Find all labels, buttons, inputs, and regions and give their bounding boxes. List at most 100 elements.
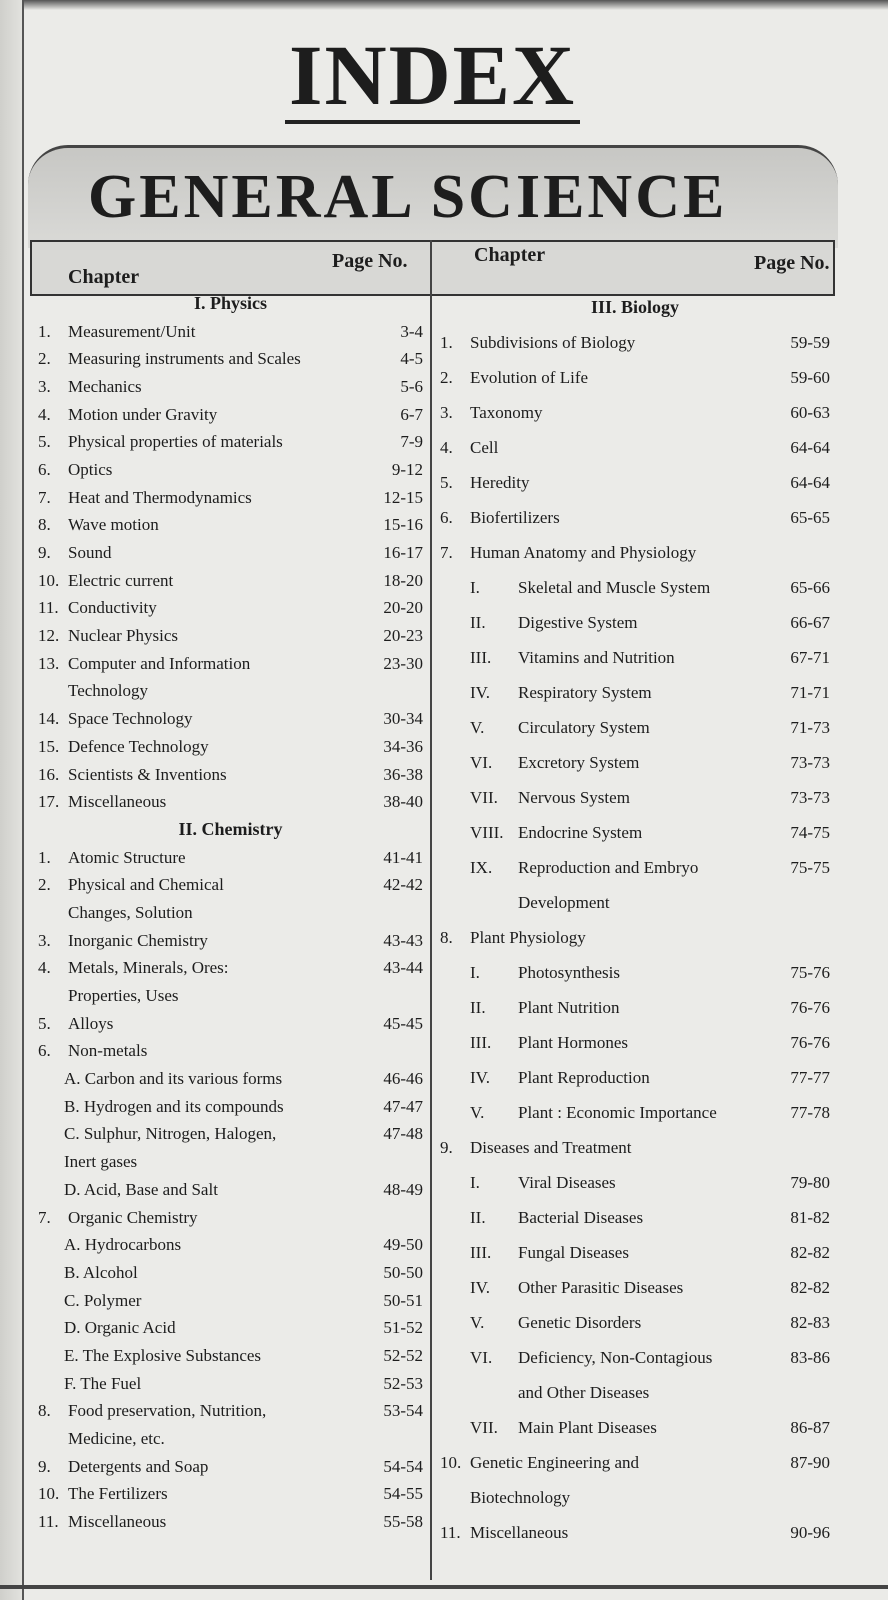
entry-pages: 6-7: [400, 404, 423, 424]
entry-pages: 20-23: [383, 626, 423, 646]
index-entry: 12. Nuclear Physics 20-23: [38, 622, 423, 650]
entry-pages: 20-20: [383, 598, 423, 618]
index-entry: II. Plant Nutrition 76-76: [440, 990, 830, 1025]
index-entry: 11. Miscellaneous 90-96: [440, 1515, 830, 1550]
index-column-right: III. Biology 1. Subdivisions of Biology 59-…: [440, 290, 830, 1550]
entry-title: F. The Fuel: [64, 1373, 142, 1393]
entry-pages: 52-52: [383, 1345, 423, 1365]
entry-number: 2.: [440, 367, 453, 387]
entry-title: Skeletal and Muscle System: [518, 577, 711, 597]
index-entry: 10. Electric current 18-20: [38, 567, 423, 595]
entry-title: Physical properties of materials: [68, 432, 283, 452]
entry-number: I.: [470, 1172, 480, 1192]
entry-title: Other Parasitic Diseases: [518, 1277, 684, 1297]
entry-number: VI.: [470, 1347, 493, 1367]
entry-title: A. Hydrocarbons: [64, 1235, 182, 1255]
entry-title: Plant Reproduction: [518, 1067, 650, 1087]
entry-title: Changes, Solution: [68, 902, 193, 922]
section-heading: I. Physics: [193, 293, 267, 314]
index-entry: B. Alcohol 50-50: [38, 1259, 423, 1287]
entry-title: Heredity: [470, 472, 530, 492]
index-entry: IX. Reproduction and Embryo 75-75: [440, 850, 830, 885]
entry-title: Inert gases: [64, 1152, 138, 1172]
entry-title: Digestive System: [518, 612, 638, 632]
entry-title: Organic Chemistry: [68, 1207, 198, 1227]
entry-title: Respiratory System: [518, 682, 652, 702]
index-entry: 5. Physical properties of materials 7-9: [38, 428, 423, 456]
entry-pages: 81-82: [790, 1207, 830, 1227]
index-entry: V. Plant : Economic Importance 77-78: [440, 1095, 830, 1130]
entry-pages: 16-17: [383, 543, 423, 563]
entry-pages: 66-67: [790, 612, 830, 632]
index-entry: IV. Plant Reproduction 77-77: [440, 1060, 830, 1095]
index-entry: 3. Taxonomy 60-63: [440, 395, 830, 430]
entry-number: 15.: [38, 736, 60, 756]
index-entry: 5. Alloys 45-45: [38, 1010, 423, 1038]
index-entry: 1. Subdivisions of Biology 59-59: [440, 325, 830, 360]
entry-number: 14.: [38, 709, 60, 729]
index-entry: 6. Biofertilizers 65-65: [440, 500, 830, 535]
entry-title: Biofertilizers: [470, 507, 560, 527]
entry-pages: 3-4: [400, 321, 423, 341]
index-entry: 5. Heredity 64-64: [440, 465, 830, 500]
index-entry: 9. Sound 16-17: [38, 539, 423, 567]
entry-number: VII.: [470, 1417, 498, 1437]
index-entry: VII. Main Plant Diseases 86-87: [440, 1410, 830, 1445]
entry-title: Cell: [470, 437, 499, 457]
index-entry-continuation: Technology: [38, 678, 423, 706]
entry-pages: 9-12: [391, 459, 423, 479]
entry-pages: 55-58: [383, 1512, 423, 1532]
entry-title: Miscellaneous: [68, 1512, 167, 1532]
index-entry: 6. Non-metals: [38, 1038, 423, 1066]
entry-title: Electric current: [68, 570, 174, 590]
entry-number: 4.: [38, 958, 51, 978]
entry-number: 7.: [38, 1207, 51, 1227]
entry-title: Plant Nutrition: [518, 997, 620, 1017]
index-entry: 3. Inorganic Chemistry 43-43: [38, 927, 423, 955]
entry-number: 16.: [38, 764, 60, 784]
index-entry: VI. Deficiency, Non-Contagious 83-86: [440, 1340, 830, 1375]
entry-title: Space Technology: [68, 709, 193, 729]
entry-number: III.: [470, 647, 492, 667]
index-entry: B. Hydrogen and its compounds 47-47: [38, 1093, 423, 1121]
entry-title: Main Plant Diseases: [518, 1417, 657, 1437]
index-entry: 8. Food preservation, Nutrition, 53-54: [38, 1398, 423, 1426]
entry-pages: 59-60: [790, 367, 830, 387]
entry-pages: 73-73: [790, 787, 830, 807]
entry-pages: 82-83: [790, 1312, 830, 1332]
entry-number: 4.: [440, 437, 453, 457]
chapter-header-left: Chapter: [68, 266, 140, 288]
index-entry: F. The Fuel 52-53: [38, 1370, 423, 1398]
entry-number: 12.: [38, 626, 60, 646]
entry-number: VI.: [470, 752, 493, 772]
entry-title: Nuclear Physics: [68, 626, 179, 646]
entry-pages: 75-76: [790, 962, 830, 982]
entry-title: Technology: [68, 681, 149, 701]
entry-pages: 54-54: [383, 1456, 423, 1476]
entry-pages: 87-90: [790, 1452, 830, 1472]
entry-pages: 30-34: [383, 709, 423, 729]
entry-title: Bacterial Diseases: [518, 1207, 644, 1227]
index-entry: 3. Mechanics 5-6: [38, 373, 423, 401]
entry-title: Nervous System: [518, 787, 630, 807]
index-entry: VI. Excretory System 73-73: [440, 745, 830, 780]
index-entry: IV. Respiratory System 71-71: [440, 675, 830, 710]
entry-title: Subdivisions of Biology: [470, 332, 636, 352]
entry-title: Defence Technology: [68, 736, 209, 756]
index-entry: 4. Cell 64-64: [440, 430, 830, 465]
entry-number: I.: [470, 962, 480, 982]
index-entry: 6. Optics 9-12: [38, 456, 423, 484]
entry-title: D. Acid, Base and Salt: [64, 1179, 218, 1199]
index-entry: A. Hydrocarbons 49-50: [38, 1231, 423, 1259]
entry-title: Human Anatomy and Physiology: [470, 542, 697, 562]
index-entry: V. Circulatory System 71-73: [440, 710, 830, 745]
entry-pages: 47-47: [383, 1096, 423, 1116]
index-column-left: I. Physics 1. Measurement/Unit 3-4 2. Measuri…: [38, 290, 423, 1536]
entry-title: Measurement/Unit: [68, 321, 196, 341]
entry-pages: 12-15: [383, 487, 423, 507]
entry-pages: 36-38: [383, 764, 423, 784]
index-entry: D. Acid, Base and Salt 48-49: [38, 1176, 423, 1204]
index-entry-continuation: Development: [440, 885, 830, 920]
index-entry: 10. The Fertilizers 54-55: [38, 1481, 423, 1509]
index-entry: 9. Diseases and Treatment: [440, 1130, 830, 1165]
